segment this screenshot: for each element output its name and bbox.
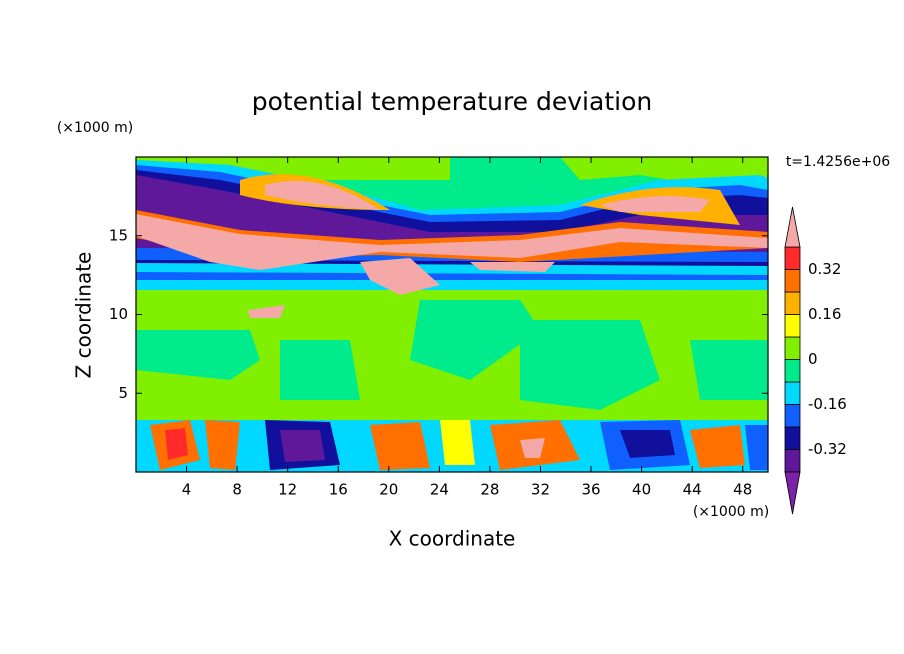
contour-region	[136, 330, 260, 380]
colorbar-box	[784, 359, 801, 383]
x-tick-label: 12	[278, 481, 297, 499]
colorbar-extension	[784, 471, 801, 515]
contour-region	[265, 180, 380, 210]
contour-region	[440, 420, 475, 465]
x-axis-label: X coordinate	[389, 527, 516, 551]
contour-field	[136, 157, 768, 472]
x-tick-label: 32	[531, 481, 550, 499]
x-unit: (×1000 m)	[693, 504, 769, 520]
contour-region	[136, 214, 768, 270]
contour-region	[600, 196, 710, 212]
colorbar-tick-label: 0	[808, 350, 818, 368]
colorbar-box	[784, 291, 801, 315]
colorbar-box	[784, 449, 801, 473]
contour-region	[690, 340, 768, 400]
contour-region	[136, 263, 768, 275]
chart-title: potential temperature deviation	[252, 87, 652, 116]
colorbar-box	[784, 314, 801, 338]
contour-region	[620, 430, 675, 458]
y-tick-label: 5	[118, 384, 128, 402]
colorbar-box	[784, 246, 801, 270]
contour-region	[520, 438, 545, 458]
colorbar-box	[784, 381, 801, 405]
contour-region	[370, 422, 430, 470]
contour-region	[360, 258, 440, 295]
contour-region	[410, 300, 540, 380]
colorbar-box	[784, 426, 801, 450]
colorbar-tick-label: 0.16	[808, 305, 841, 323]
contour-region	[470, 262, 555, 272]
x-tick-label: 28	[480, 481, 499, 499]
contour-region	[205, 420, 240, 470]
contour-region	[248, 305, 285, 318]
colorbar-tick-label: -0.32	[808, 440, 847, 458]
x-tick-label: 44	[683, 481, 702, 499]
colorbar-box	[784, 404, 801, 428]
contour-region	[280, 430, 325, 462]
colorbar-extension	[784, 206, 801, 248]
y-unit: (×1000 m)	[57, 120, 133, 136]
colorbar-tick-label: 0.32	[808, 260, 841, 278]
colorbar-tick-label: -0.16	[808, 395, 847, 413]
x-tick-label: 24	[430, 481, 449, 499]
x-tick-label: 16	[329, 481, 348, 499]
x-tick-label: 48	[733, 481, 752, 499]
y-axis-label: Z coordinate	[72, 252, 96, 379]
contour-region	[280, 340, 360, 400]
x-tick-label: 8	[232, 481, 242, 499]
x-tick-label: 4	[182, 481, 192, 499]
y-tick-label: 10	[109, 305, 128, 323]
x-tick-label: 40	[632, 481, 651, 499]
x-tick-label: 36	[581, 481, 600, 499]
annotation: t=1.4256e+06	[786, 154, 890, 170]
colorbar-box	[784, 336, 801, 360]
y-tick-label: 15	[109, 226, 128, 244]
colorbar-box	[784, 269, 801, 293]
contour-region	[690, 425, 745, 468]
contour-region	[745, 425, 768, 470]
contour-region	[165, 428, 188, 460]
x-tick-label: 20	[379, 481, 398, 499]
contour-region	[520, 320, 660, 410]
